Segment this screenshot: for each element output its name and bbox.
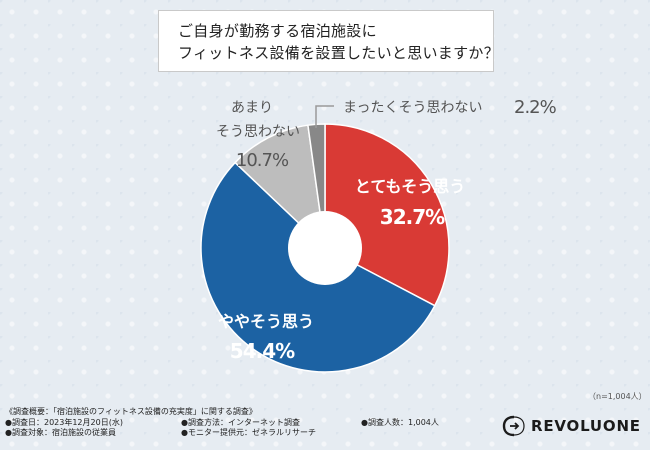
title-box: ご自身が勤務する宿泊施設に フィットネス設備を設置したいと思いますか？ [158,10,500,72]
leader-line [315,105,334,128]
slice-value-not-much: 10.7% [236,150,289,171]
slice-label-very-much: とてもそう思う [355,177,465,196]
slice-label-not-at-all: まったくそう思わない [343,100,482,116]
donut-hole [288,211,362,285]
chart-title-line2: フィットネス設備を設置したいと思いますか？ [178,44,500,62]
footnote-method: ●調査方法：インターネット調査 [181,417,300,427]
footnote-overview: 《調査概要：「宿泊施設のフィットネス設備の充実度」に関する調査》 [5,407,257,416]
footnote-respondents: ●調査人数：1,004人 [361,417,439,427]
slice-label-not-much-line1: あまり [231,100,273,116]
footnote-target: ●調査対象：宿泊施設の従業員 [5,428,116,437]
footnote-date: ●調査日：2023年12月20日(水) [5,417,123,427]
logo-text: REVOLUONE [531,417,641,435]
chart-title-line1: ご自身が勤務する宿泊施設に [178,22,377,40]
sample-size: （n=1,004人） [588,392,647,401]
slice-not-much [234,124,327,251]
slice-value-very-much: 32.7% [380,205,445,229]
revoluone-logo: REVOLUONE [502,414,641,438]
slice-value-not-at-all: 2.2% [514,97,557,118]
survey-footnotes: 《調査概要：「宿泊施設のフィットネス設備の充実度」に関する調査》 ●調査日：20… [5,407,475,439]
slice-label-somewhat: ややそう思う [218,312,314,331]
slice-label-not-much-line2: そう思わない [216,124,300,140]
footnote-provider: ●モニター提供元：ゼネラルリサーチ [181,428,316,437]
logo-mark-icon [502,415,525,437]
slice-value-somewhat: 54.4% [230,339,295,363]
